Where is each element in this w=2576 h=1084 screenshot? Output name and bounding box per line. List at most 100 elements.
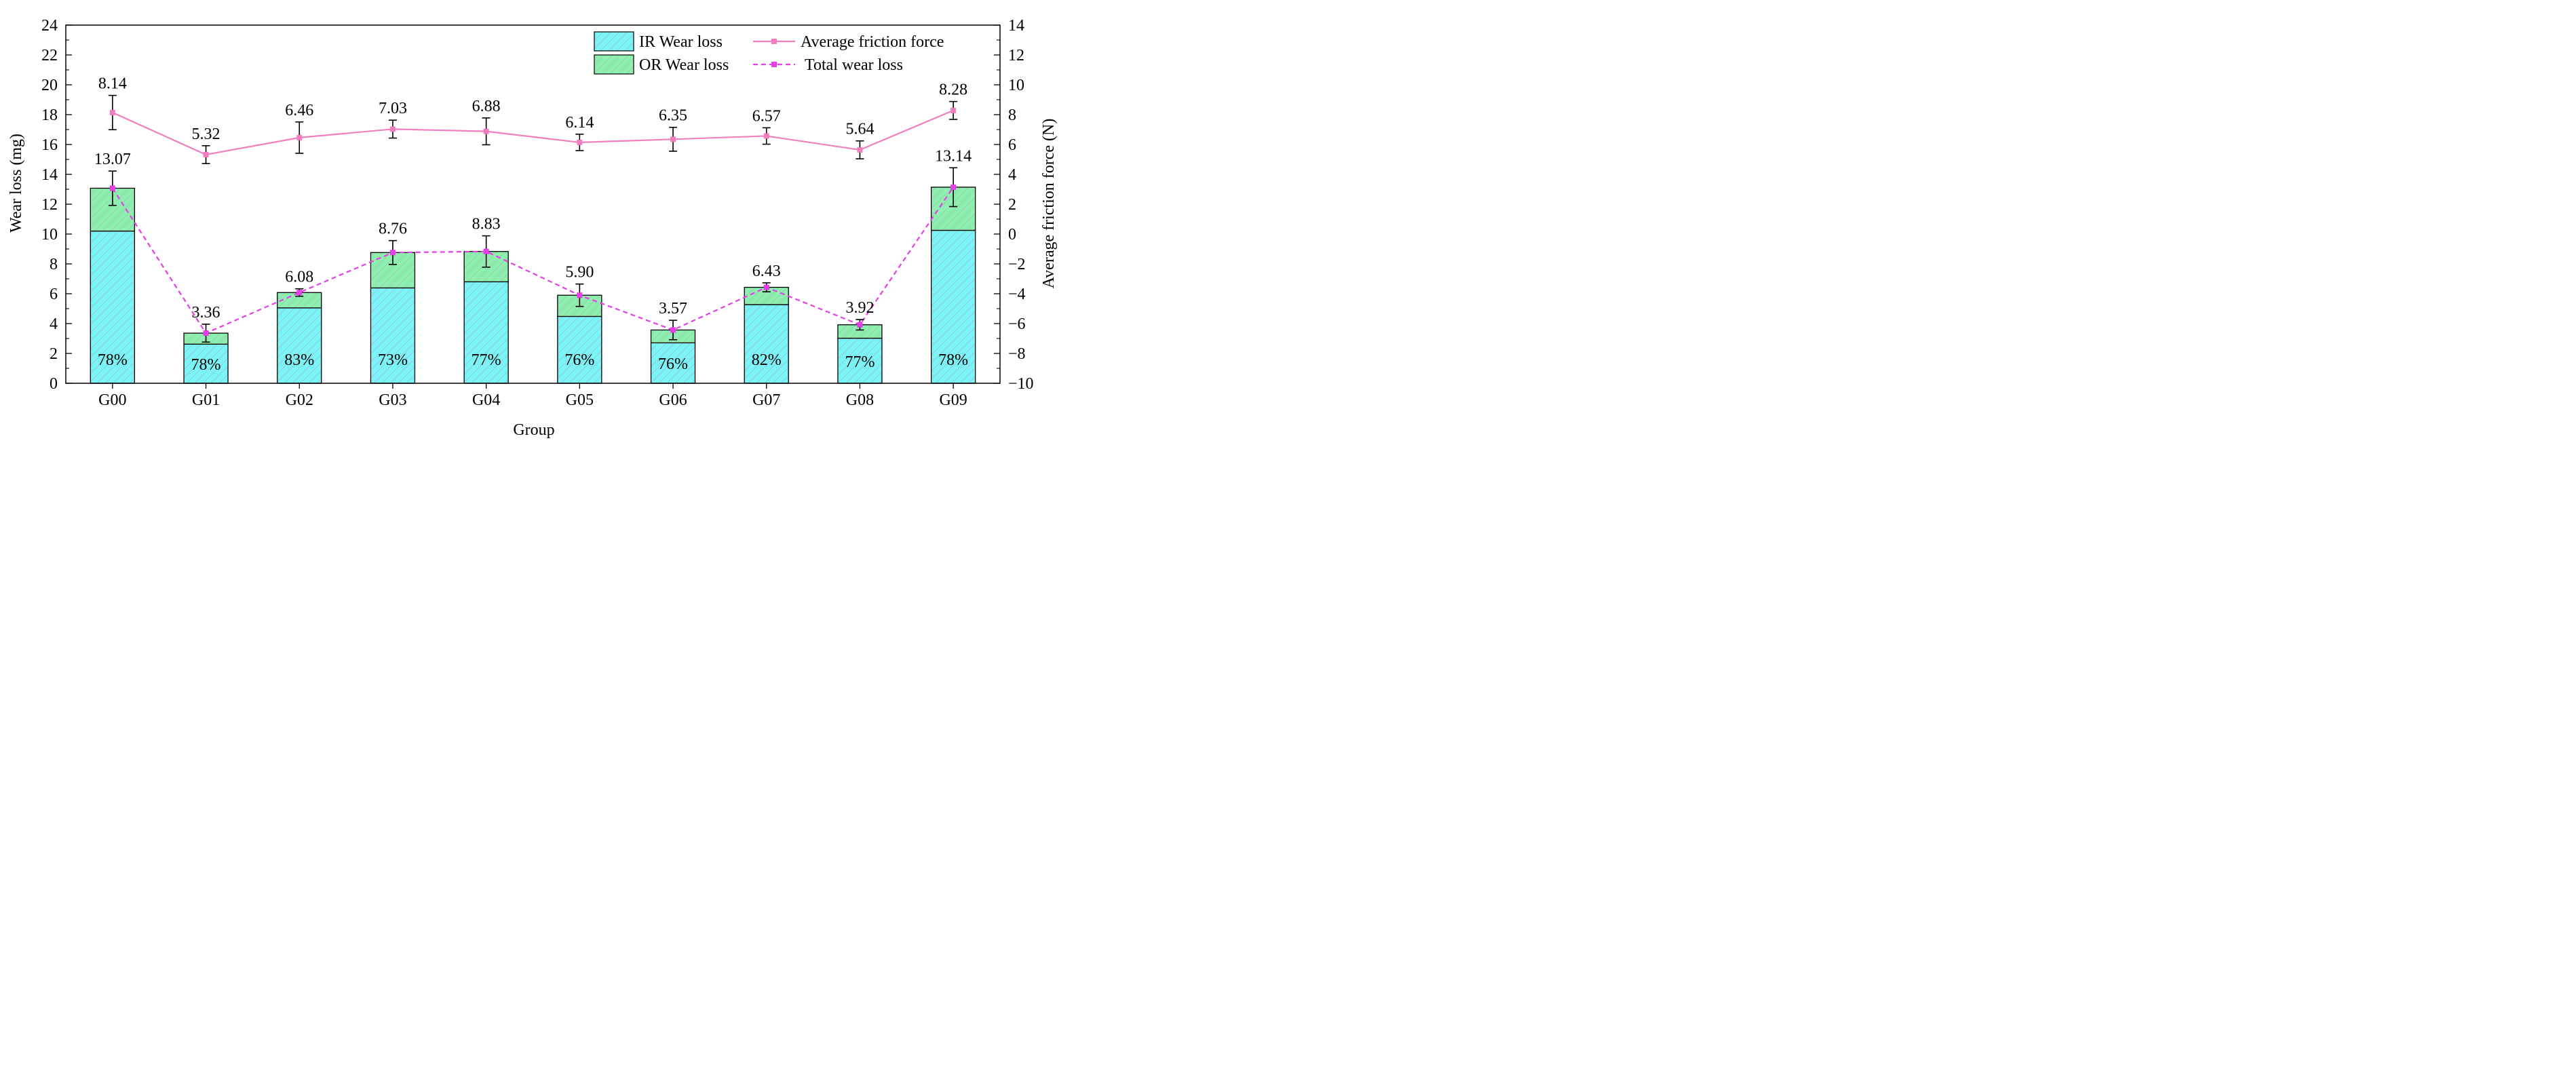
y-right-tick-label: −10 [1008, 375, 1034, 393]
y-right-tick-label: 0 [1008, 226, 1016, 244]
data-point [203, 151, 209, 157]
data-point [296, 134, 303, 140]
y-tick-label: 16 [41, 136, 58, 154]
data-label: 8.28 [939, 81, 967, 99]
data-point [857, 147, 863, 153]
data-label: 5.64 [845, 121, 874, 138]
bar-percent-label: 78% [98, 351, 128, 369]
bar-percent-label: 83% [284, 351, 314, 369]
series-line-friction [112, 109, 954, 156]
data-point [109, 109, 115, 115]
series-line-total [111, 187, 955, 334]
bar-percent-label: 73% [378, 351, 408, 369]
y-right-tick-label: 4 [1008, 166, 1016, 184]
data-point [857, 322, 863, 328]
y-right-tick-label: 14 [1008, 17, 1024, 35]
data-label: 3.92 [845, 299, 874, 317]
x-tick-label: G05 [566, 391, 594, 409]
legend-label-or: OR Wear loss [639, 56, 729, 74]
data-point [670, 136, 676, 142]
data-label: 6.35 [659, 107, 687, 125]
data-point [577, 139, 583, 145]
y-tick-label: 20 [41, 77, 58, 94]
y-tick-label: 18 [41, 107, 58, 124]
data-point [483, 248, 489, 254]
y-right-tick-label: −6 [1008, 315, 1026, 333]
y-tick-label: 14 [41, 166, 58, 184]
data-label: 5.90 [565, 264, 594, 282]
y-right-tick-label: 2 [1008, 196, 1016, 214]
y-tick-label: 6 [50, 286, 58, 303]
x-tick-label: G07 [752, 391, 780, 409]
bar-percent-label: 82% [752, 351, 782, 369]
legend-marker-total [771, 62, 777, 67]
y-tick-label: 22 [41, 47, 58, 64]
y-tick-label: 0 [50, 375, 58, 393]
legend: IR Wear loss OR Wear loss Average fricti… [594, 31, 944, 75]
y-axis-title: Wear loss (mg) [7, 134, 25, 233]
bar-percent-label: 77% [472, 351, 501, 369]
x-tick-label: G00 [98, 391, 126, 409]
chart: 78% 78% 83% 73% 77% 76% 76% 82% 77% 78% 8.14 5.32 6… [7, 17, 1058, 439]
y-right-tick-label: 8 [1008, 107, 1016, 124]
data-label: 8.83 [472, 216, 501, 233]
data-point [203, 330, 209, 336]
bar-percent-label: 76% [564, 351, 594, 369]
y-right-tick-label: 12 [1008, 47, 1024, 64]
legend-marker-friction [771, 39, 777, 44]
data-label: 6.14 [565, 114, 594, 132]
data-point [763, 133, 769, 139]
data-point [950, 107, 957, 113]
data-label: 6.88 [472, 98, 501, 115]
x-axis-title: Group [513, 421, 554, 439]
x-tick-label: G08 [846, 391, 874, 409]
y-tick-label: 4 [50, 315, 58, 333]
bar-percent-label: 77% [845, 353, 874, 371]
data-label: 6.57 [752, 107, 781, 125]
bar-ir-G07 [744, 304, 789, 384]
data-point [483, 128, 489, 134]
data-label: 8.14 [98, 75, 127, 93]
data-label: 13.14 [935, 147, 972, 165]
x-tick-label: G03 [379, 391, 406, 409]
y-tick-label: 12 [41, 196, 58, 214]
x-tick-label: G06 [659, 391, 687, 409]
y-axis-right-title: Average friction force (N) [1040, 119, 1058, 289]
y-right-tick-label: −2 [1008, 256, 1026, 273]
y-tick-label: 10 [41, 226, 58, 244]
legend-swatch-or [594, 54, 634, 75]
y-right-tick-label: 6 [1008, 136, 1016, 154]
legend-label-ir: IR Wear loss [639, 33, 723, 51]
data-label: 8.76 [379, 220, 407, 238]
data-point [389, 126, 396, 132]
bar-ir-G05 [557, 315, 602, 384]
bar-percent-label: 78% [938, 351, 968, 369]
data-point [389, 250, 396, 256]
data-label: 7.03 [379, 100, 407, 117]
data-point [296, 290, 303, 296]
legend-label-total: Total wear loss [805, 56, 903, 74]
x-tick-label: G09 [939, 391, 967, 409]
y-tick-label: 24 [41, 17, 58, 35]
data-label: 3.57 [659, 300, 687, 317]
y-right-tick-label: 10 [1008, 77, 1024, 94]
y-right-tick-label: −4 [1008, 286, 1026, 303]
bar-percent-label: 76% [658, 355, 688, 373]
data-label: 6.46 [285, 102, 313, 119]
data-label: 6.43 [752, 263, 781, 280]
bar-ir-G02 [277, 307, 322, 384]
bar-ir-G00 [90, 230, 136, 384]
data-label: 5.32 [192, 125, 220, 143]
x-tick-label: G04 [472, 391, 500, 409]
y-tick-label: 8 [50, 256, 58, 273]
data-point [670, 327, 676, 333]
x-tick-label: G01 [192, 391, 220, 409]
data-point [109, 185, 115, 191]
data-point [577, 292, 583, 298]
data-label: 6.08 [285, 269, 313, 286]
legend-swatch-ir [594, 31, 634, 52]
data-point [763, 284, 769, 290]
x-tick-label: G02 [286, 391, 313, 409]
bar-ir-G04 [463, 281, 509, 384]
legend-label-friction: Average friction force [801, 33, 944, 51]
